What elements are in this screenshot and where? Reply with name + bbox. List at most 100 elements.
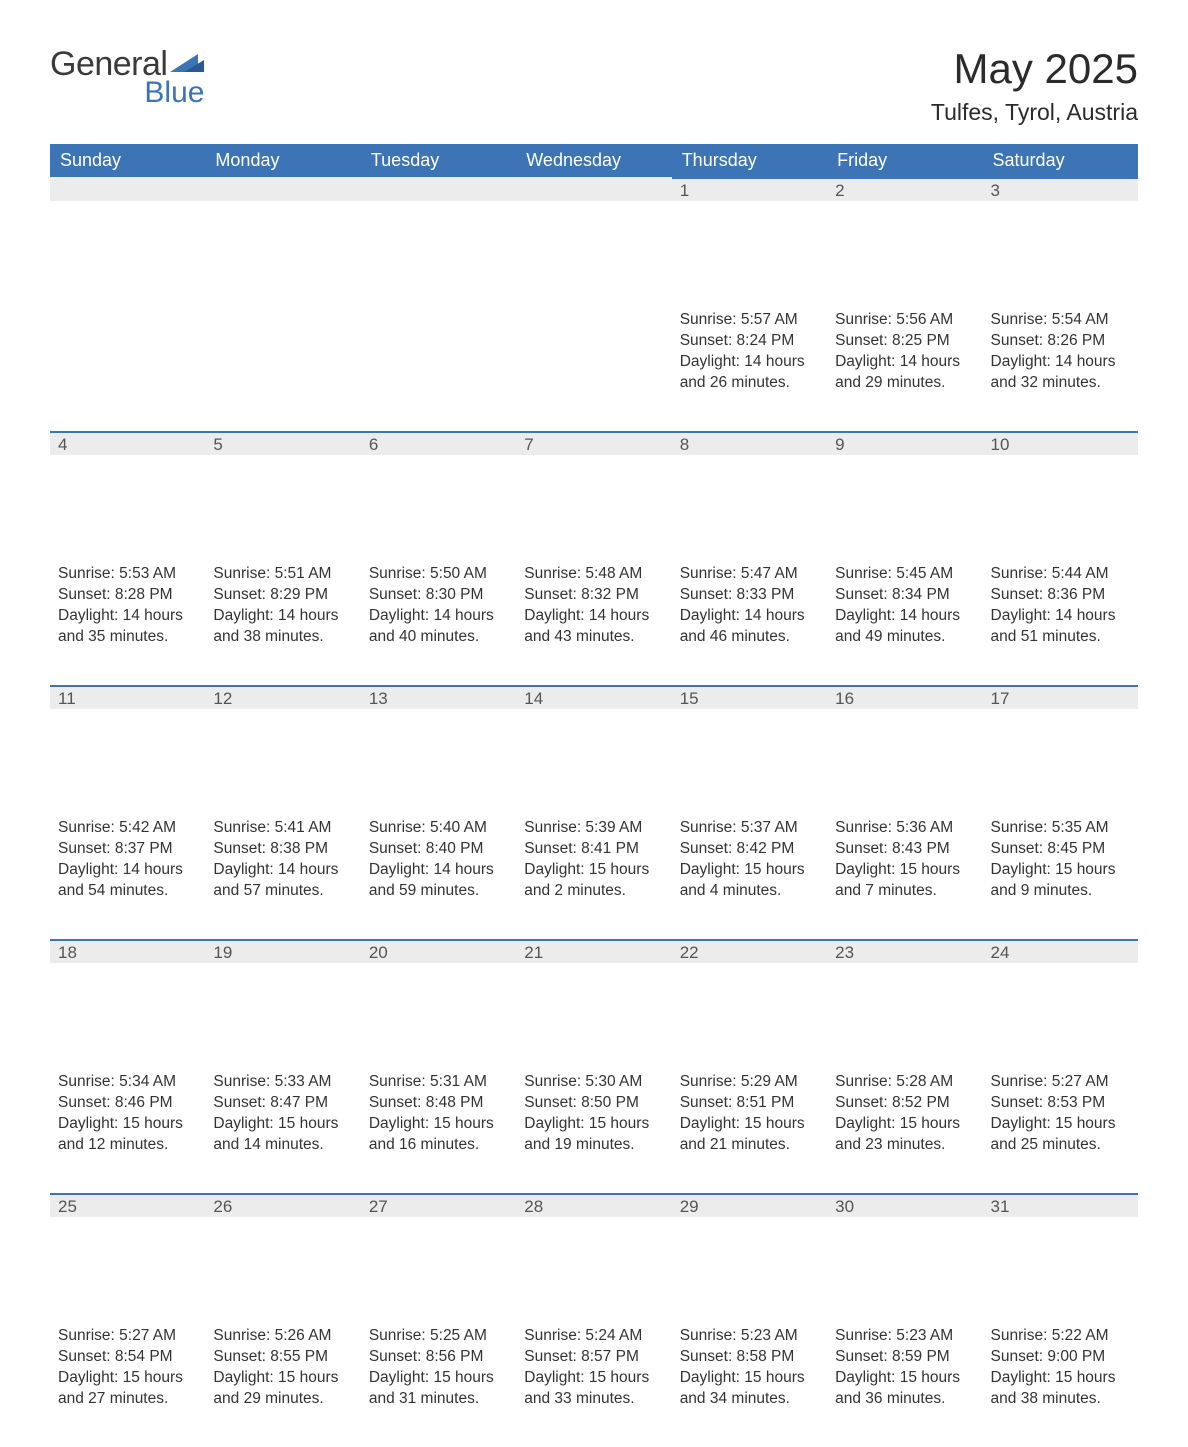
calendar-thead: Sunday Monday Tuesday Wednesday Thursday… xyxy=(50,144,1138,177)
day-sunset: Sunset: 8:28 PM xyxy=(58,585,197,606)
day-daylight1: Daylight: 15 hours xyxy=(835,1368,974,1389)
day-body-cell: Sunrise: 5:39 AMSunset: 8:41 PMDaylight:… xyxy=(516,812,671,939)
day-details: Sunrise: 5:35 AMSunset: 8:45 PMDaylight:… xyxy=(983,812,1138,906)
day-sunrise: Sunrise: 5:31 AM xyxy=(369,1072,508,1093)
day-sunrise: Sunrise: 5:27 AM xyxy=(58,1326,197,1347)
day-sunrise: Sunrise: 5:41 AM xyxy=(213,818,352,839)
day-daylight1: Daylight: 15 hours xyxy=(680,860,819,881)
day-details: Sunrise: 5:54 AMSunset: 8:26 PMDaylight:… xyxy=(983,304,1138,398)
day-body-cell: Sunrise: 5:35 AMSunset: 8:45 PMDaylight:… xyxy=(983,812,1138,939)
day-details: Sunrise: 5:48 AMSunset: 8:32 PMDaylight:… xyxy=(516,558,671,652)
day-sunset: Sunset: 8:40 PM xyxy=(369,839,508,860)
day-number: 13 xyxy=(361,685,516,709)
day-daylight2: and 12 minutes. xyxy=(58,1135,197,1156)
day-sunset: Sunset: 8:53 PM xyxy=(991,1093,1130,1114)
week-daynum-row: 25262728293031 xyxy=(50,1193,1138,1320)
day-daylight1: Daylight: 14 hours xyxy=(369,860,508,881)
day-details: Sunrise: 5:28 AMSunset: 8:52 PMDaylight:… xyxy=(827,1066,982,1160)
day-sunrise: Sunrise: 5:45 AM xyxy=(835,564,974,585)
day-daylight2: and 54 minutes. xyxy=(58,881,197,902)
day-number: 17 xyxy=(983,685,1138,709)
day-details: Sunrise: 5:56 AMSunset: 8:25 PMDaylight:… xyxy=(827,304,982,398)
day-body-cell: Sunrise: 5:56 AMSunset: 8:25 PMDaylight:… xyxy=(827,304,982,431)
day-sunset: Sunset: 8:45 PM xyxy=(991,839,1130,860)
day-daylight1: Daylight: 14 hours xyxy=(835,352,974,373)
day-sunset: Sunset: 8:26 PM xyxy=(991,331,1130,352)
day-details: Sunrise: 5:36 AMSunset: 8:43 PMDaylight:… xyxy=(827,812,982,906)
day-daylight1: Daylight: 15 hours xyxy=(524,1368,663,1389)
day-number: 5 xyxy=(205,431,360,455)
day-body-cell: Sunrise: 5:23 AMSunset: 8:59 PMDaylight:… xyxy=(827,1320,982,1447)
day-sunrise: Sunrise: 5:39 AM xyxy=(524,818,663,839)
day-daylight1: Daylight: 15 hours xyxy=(524,860,663,881)
day-number: 15 xyxy=(672,685,827,709)
day-sunset: Sunset: 8:33 PM xyxy=(680,585,819,606)
day-details: Sunrise: 5:27 AMSunset: 8:53 PMDaylight:… xyxy=(983,1066,1138,1160)
day-sunrise: Sunrise: 5:37 AM xyxy=(680,818,819,839)
day-number: 31 xyxy=(983,1193,1138,1217)
day-details: Sunrise: 5:39 AMSunset: 8:41 PMDaylight:… xyxy=(516,812,671,906)
day-sunset: Sunset: 8:25 PM xyxy=(835,331,974,352)
day-number: 22 xyxy=(672,939,827,963)
day-sunset: Sunset: 8:30 PM xyxy=(369,585,508,606)
day-daylight2: and 57 minutes. xyxy=(213,881,352,902)
day-sunrise: Sunrise: 5:56 AM xyxy=(835,310,974,331)
day-details: Sunrise: 5:51 AMSunset: 8:29 PMDaylight:… xyxy=(205,558,360,652)
day-body-cell: Sunrise: 5:27 AMSunset: 8:53 PMDaylight:… xyxy=(983,1066,1138,1193)
day-number: 7 xyxy=(516,431,671,455)
day-sunrise: Sunrise: 5:44 AM xyxy=(991,564,1130,585)
day-number-cell: 21 xyxy=(516,939,671,1066)
day-body-cell: Sunrise: 5:51 AMSunset: 8:29 PMDaylight:… xyxy=(205,558,360,685)
day-daylight2: and 4 minutes. xyxy=(680,881,819,902)
week-body-row: Sunrise: 5:42 AMSunset: 8:37 PMDaylight:… xyxy=(50,812,1138,939)
day-daylight2: and 33 minutes. xyxy=(524,1389,663,1410)
day-sunset: Sunset: 8:55 PM xyxy=(213,1347,352,1368)
day-number: 29 xyxy=(672,1193,827,1217)
weekday-header: Tuesday xyxy=(361,144,516,177)
day-number-cell: 25 xyxy=(50,1193,205,1320)
day-details: Sunrise: 5:27 AMSunset: 8:54 PMDaylight:… xyxy=(50,1320,205,1414)
day-daylight2: and 59 minutes. xyxy=(369,881,508,902)
day-number-cell: 3 xyxy=(983,177,1138,304)
day-details xyxy=(50,304,205,314)
day-details: Sunrise: 5:34 AMSunset: 8:46 PMDaylight:… xyxy=(50,1066,205,1160)
day-details xyxy=(205,304,360,314)
day-sunset: Sunset: 8:38 PM xyxy=(213,839,352,860)
day-number-cell: 23 xyxy=(827,939,982,1066)
day-body-cell: Sunrise: 5:22 AMSunset: 9:00 PMDaylight:… xyxy=(983,1320,1138,1447)
day-number: 11 xyxy=(50,685,205,709)
day-number-cell: 9 xyxy=(827,431,982,558)
day-number: 25 xyxy=(50,1193,205,1217)
day-sunset: Sunset: 8:43 PM xyxy=(835,839,974,860)
day-number-cell: 4 xyxy=(50,431,205,558)
day-number-cell: 14 xyxy=(516,685,671,812)
day-daylight1: Daylight: 15 hours xyxy=(213,1114,352,1135)
day-number: 27 xyxy=(361,1193,516,1217)
day-number-cell: 17 xyxy=(983,685,1138,812)
day-sunrise: Sunrise: 5:47 AM xyxy=(680,564,819,585)
week-daynum-row: 11121314151617 xyxy=(50,685,1138,812)
day-daylight1: Daylight: 14 hours xyxy=(369,606,508,627)
day-body-cell: Sunrise: 5:37 AMSunset: 8:42 PMDaylight:… xyxy=(672,812,827,939)
weekday-header: Sunday xyxy=(50,144,205,177)
day-number-cell: 2 xyxy=(827,177,982,304)
day-details: Sunrise: 5:40 AMSunset: 8:40 PMDaylight:… xyxy=(361,812,516,906)
day-number-cell: 20 xyxy=(361,939,516,1066)
day-sunset: Sunset: 9:00 PM xyxy=(991,1347,1130,1368)
day-number-cell: 29 xyxy=(672,1193,827,1320)
day-sunrise: Sunrise: 5:34 AM xyxy=(58,1072,197,1093)
day-sunset: Sunset: 8:56 PM xyxy=(369,1347,508,1368)
day-daylight2: and 40 minutes. xyxy=(369,627,508,648)
day-body-cell: Sunrise: 5:34 AMSunset: 8:46 PMDaylight:… xyxy=(50,1066,205,1193)
day-number: 28 xyxy=(516,1193,671,1217)
day-number-cell: 22 xyxy=(672,939,827,1066)
day-sunrise: Sunrise: 5:57 AM xyxy=(680,310,819,331)
day-number: 21 xyxy=(516,939,671,963)
day-sunrise: Sunrise: 5:26 AM xyxy=(213,1326,352,1347)
day-sunrise: Sunrise: 5:53 AM xyxy=(58,564,197,585)
calendar-page: General Blue May 2025 Tulfes, Tyrol, Aus… xyxy=(0,0,1188,918)
day-body-cell: Sunrise: 5:48 AMSunset: 8:32 PMDaylight:… xyxy=(516,558,671,685)
week-daynum-row: 18192021222324 xyxy=(50,939,1138,1066)
day-daylight2: and 43 minutes. xyxy=(524,627,663,648)
day-daylight2: and 49 minutes. xyxy=(835,627,974,648)
